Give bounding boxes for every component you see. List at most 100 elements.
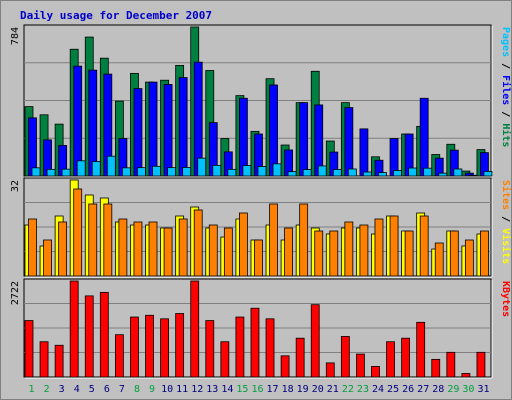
bar-kbytes-day-28 — [431, 358, 441, 378]
bar-files-day-11 — [178, 77, 188, 177]
bar-sites-day-2 — [43, 239, 52, 277]
axis-max-label: 2722 — [10, 281, 21, 305]
day-label-10: 10 — [161, 384, 173, 395]
day-label-3: 3 — [59, 384, 65, 395]
day-label-28: 28 — [432, 384, 444, 395]
day-label-18: 18 — [282, 384, 294, 395]
bar-kbytes-day-20 — [310, 304, 320, 378]
day-label-15: 15 — [236, 384, 248, 395]
bar-sites-day-6 — [103, 203, 113, 277]
bar-files-day-20 — [314, 104, 324, 177]
chart-panels: 784 Pages / Files / Hits 32 Sites / Visits 2… — [10, 24, 512, 379]
bar-kbytes-day-1 — [24, 320, 34, 378]
bar-sites-day-13 — [208, 224, 218, 277]
bar-pages-day-14 — [227, 168, 237, 177]
bar-sites-day-10 — [163, 227, 173, 277]
bar-kbytes-day-9 — [145, 314, 154, 378]
panel-visits-sites: 32 Sites / Visits — [10, 177, 512, 278]
bar-files-day-4 — [73, 65, 83, 177]
bar-pages-day-11 — [182, 167, 192, 177]
day-label-20: 20 — [312, 384, 324, 395]
bar-pages-day-5 — [91, 161, 101, 177]
bar-pages-day-22 — [347, 168, 357, 177]
day-label-16: 16 — [251, 384, 263, 395]
bar-kbytes-day-8 — [130, 316, 139, 378]
side-label-part: Sites — [500, 180, 512, 210]
bar-sites-day-26 — [404, 230, 414, 277]
bar-sites-day-29 — [449, 230, 459, 277]
day-label-29: 29 — [447, 384, 459, 395]
day-label-25: 25 — [387, 384, 399, 395]
bar-kbytes-day-31 — [476, 351, 486, 378]
day-label-5: 5 — [89, 384, 95, 395]
bar-pages-day-25 — [393, 170, 402, 177]
bar-pages-day-27 — [423, 167, 433, 177]
bar-files-day-1 — [28, 117, 37, 177]
bar-kbytes-day-12 — [190, 280, 200, 378]
day-label-13: 13 — [206, 384, 218, 395]
bar-sites-day-1 — [28, 218, 37, 277]
bar-files-day-15 — [238, 97, 248, 177]
bar-sites-day-23 — [359, 224, 369, 277]
bar-sites-day-22 — [344, 221, 354, 277]
bar-pages-day-16 — [257, 166, 267, 177]
bar-sites-day-12 — [193, 209, 203, 277]
bar-kbytes-day-30 — [461, 373, 471, 378]
day-labels: 1 2 3 4 5 6 7 8 9 10 11 12 13 14 15 16 17 18 19 20 21 22 23 24 2… — [29, 384, 490, 395]
day-label-4: 4 — [74, 384, 80, 395]
day-label-27: 27 — [417, 384, 429, 395]
side-label-part: Hits — [500, 123, 512, 147]
bar-kbytes-day-16 — [250, 307, 260, 378]
bar-pages-day-2 — [46, 168, 56, 177]
bar-sites-day-25 — [389, 215, 399, 277]
side-label-part: KBytes — [500, 281, 511, 317]
bar-pages-day-3 — [61, 168, 71, 177]
bar-sites-day-3 — [58, 221, 68, 277]
day-label-11: 11 — [176, 384, 188, 395]
bar-pages-day-9 — [152, 165, 161, 177]
panel-hits-files-pages: 784 Pages / Files / Hits — [10, 24, 512, 178]
day-label-1: 1 — [29, 384, 35, 395]
bar-sites-day-20 — [314, 230, 324, 277]
bar-pages-day-19 — [302, 169, 312, 177]
bar-kbytes-day-2 — [39, 341, 49, 378]
bar-kbytes-day-23 — [356, 353, 365, 378]
bar-files-day-10 — [163, 84, 173, 177]
bar-sites-day-4 — [73, 188, 83, 277]
bar-kbytes-day-11 — [175, 313, 185, 378]
bar-kbytes-day-27 — [416, 321, 426, 378]
bar-kbytes-day-29 — [446, 351, 456, 378]
bar-pages-day-4 — [76, 160, 86, 177]
bar-pages-day-28 — [438, 172, 448, 177]
day-label-17: 17 — [267, 384, 279, 395]
bar-kbytes-day-3 — [54, 344, 64, 378]
day-label-12: 12 — [191, 384, 203, 395]
bar-sites-day-14 — [223, 227, 233, 277]
bar-pages-day-17 — [272, 163, 282, 177]
bar-kbytes-day-14 — [220, 341, 230, 378]
side-label-part: Pages — [500, 27, 511, 57]
bar-sites-day-16 — [254, 239, 263, 277]
bar-pages-day-23 — [363, 171, 372, 177]
panel-kbytes: 2722 KBytes — [10, 278, 511, 379]
bar-kbytes-day-26 — [401, 337, 411, 378]
bar-kbytes-day-22 — [340, 336, 350, 378]
side-label-part: / — [500, 105, 511, 123]
bar-kbytes-day-25 — [386, 341, 395, 378]
side-label-visits-sites: Sites / Visits — [500, 180, 512, 264]
day-label-22: 22 — [342, 384, 354, 395]
bar-kbytes-day-19 — [295, 337, 305, 378]
axis-max-label: 32 — [10, 180, 21, 192]
bar-sites-day-17 — [269, 203, 278, 277]
day-label-9: 9 — [149, 384, 155, 395]
bar-sites-day-30 — [464, 239, 474, 277]
bar-pages-day-8 — [137, 167, 146, 177]
side-label-part: / — [500, 57, 511, 75]
bar-pages-day-24 — [378, 172, 387, 177]
bar-pages-day-6 — [106, 155, 116, 177]
bar-files-day-8 — [133, 88, 143, 177]
bar-pages-day-12 — [197, 157, 207, 177]
day-label-2: 2 — [44, 384, 50, 395]
bar-kbytes-day-18 — [280, 355, 290, 378]
bar-sites-day-28 — [434, 242, 444, 277]
